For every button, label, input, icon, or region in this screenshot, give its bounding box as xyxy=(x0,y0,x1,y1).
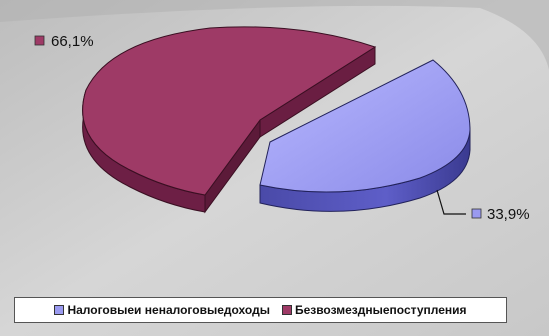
background-swoosh xyxy=(0,0,549,70)
legend-label-bezvozmezdnye: Безвозмездныепоступления xyxy=(294,303,467,317)
leader-line-nalogovye xyxy=(436,189,466,215)
data-label-bezvozmezdnye: 66,1% xyxy=(51,33,94,50)
slice-bezvozmezdnye xyxy=(82,26,377,196)
legend-item-nalogovye: Налоговыеи неналоговыедоходы xyxy=(54,303,270,317)
data-label-nalogovye: 33,9% xyxy=(487,206,530,223)
legend-item-bezvozmezdnye: Безвозмездныепоступления xyxy=(281,303,467,317)
legend-swatch-nalogovye xyxy=(54,305,65,315)
chart-legend: Налоговыеи неналоговыедоходы Безвозмездн… xyxy=(14,297,507,323)
data-label-swatch-nalogovye xyxy=(471,208,482,219)
slice-nalogovye xyxy=(259,59,471,193)
legend-swatch-bezvozmezdnye xyxy=(281,305,292,315)
data-label-swatch-bezvozmezdnye xyxy=(34,35,45,46)
legend-label-nalogovye: Налоговыеи неналоговыедоходы xyxy=(67,303,270,317)
